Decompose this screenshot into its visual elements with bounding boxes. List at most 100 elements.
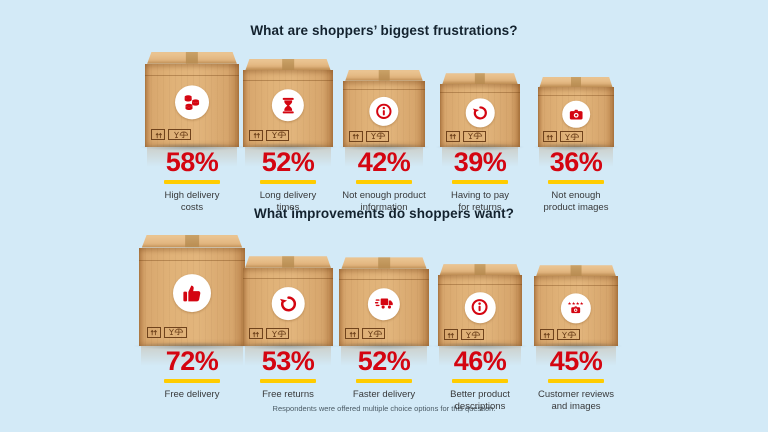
- tape-strip-icon: [474, 73, 486, 84]
- box-flap-crease: [343, 89, 425, 91]
- this-way-up-icon: [542, 131, 557, 143]
- percentage-value: 52%: [357, 345, 411, 376]
- box-area: [238, 46, 338, 169]
- box-reflection: [244, 345, 332, 368]
- box-shadow: [433, 341, 527, 350]
- cardboard-box: [140, 52, 244, 169]
- box-front: [339, 268, 429, 346]
- svg-text:★★★★: ★★★★: [568, 301, 584, 307]
- box-flap-crease: [534, 285, 618, 287]
- fragile-keep-dry-icon: [266, 129, 290, 141]
- box-reflection: [141, 345, 243, 368]
- stat-icon: [175, 84, 209, 119]
- fragile-keep-dry-icon: [460, 329, 484, 340]
- percentage-value: 72%: [165, 345, 219, 376]
- stat-icon: ★★★★: [560, 292, 592, 324]
- cardboard-box: [339, 69, 429, 169]
- improvements-box-row: 72% Free delivery: [0, 229, 768, 414]
- box-reflection: [244, 146, 332, 169]
- stat-icon: [271, 287, 305, 320]
- cardboard-box: [238, 256, 338, 368]
- box-reflection: [441, 146, 519, 169]
- yellow-underline: [260, 378, 316, 383]
- stat-column: 52% Faster delivery: [334, 229, 434, 414]
- stat-column: 58% High delivery costs: [140, 46, 244, 215]
- stat-icon: [367, 287, 401, 321]
- shipping-symbols: [151, 129, 192, 141]
- improvements-title: What improvements do shoppers want?: [253, 206, 515, 221]
- cardboard-box: [433, 264, 527, 368]
- yellow-underline: [164, 378, 220, 383]
- box-flap-crease: [139, 260, 245, 262]
- box-flap-crease: [537, 94, 615, 96]
- box-shadow: [339, 142, 429, 151]
- box-reflection: [539, 146, 613, 169]
- this-way-up-icon: [345, 328, 360, 340]
- box-area: [433, 229, 527, 368]
- stat-icon: [465, 98, 495, 128]
- stat-column: 46% Better product descriptions: [432, 229, 528, 414]
- box-area: [533, 46, 619, 169]
- stat-column: 39% Having to pay for returns: [432, 46, 528, 215]
- box-front: [242, 267, 334, 346]
- box-lid: [442, 73, 518, 84]
- this-way-up-icon: [348, 130, 363, 142]
- percentage-value: 52%: [261, 146, 315, 177]
- box-area: [140, 46, 244, 169]
- stat-column: 36% Not enough product images: [528, 46, 624, 215]
- stat-label: Customer reviews and images: [537, 388, 615, 413]
- shipping-symbols: [345, 328, 386, 340]
- box-front: [343, 80, 425, 147]
- box-flap-crease: [437, 284, 523, 286]
- cardboard-box: [533, 76, 619, 169]
- stat-column: 53% Free returns: [238, 229, 338, 414]
- yellow-underline: [356, 378, 412, 383]
- box-lid: [245, 256, 331, 268]
- box-shadow: [238, 341, 338, 350]
- stat-label: Faster delivery: [352, 388, 416, 400]
- box-lid: [141, 235, 243, 248]
- fragile-keep-dry-icon: [266, 328, 290, 340]
- frustrations-box-row: 58% High delivery costs: [0, 46, 768, 215]
- stat-icon: [271, 89, 305, 122]
- box-shadow: [140, 142, 244, 151]
- this-way-up-icon: [151, 129, 166, 141]
- box-front: [144, 63, 240, 147]
- percentage-value: 36%: [549, 146, 603, 177]
- this-way-up-icon: [539, 329, 554, 341]
- stat-column: 52% Long delivery times: [238, 46, 338, 215]
- yellow-underline: [452, 378, 508, 383]
- tape-strip-icon: [378, 257, 390, 269]
- box-area: [334, 229, 434, 368]
- yellow-underline: [548, 378, 604, 383]
- stat-label: Long delivery times: [259, 189, 317, 214]
- stat-column: 72% Free delivery: [133, 229, 251, 414]
- box-lid: [341, 257, 427, 269]
- tape-strip-icon: [571, 76, 581, 88]
- stat-icon: [464, 292, 496, 323]
- box-front: [139, 247, 245, 346]
- tape-strip-icon: [474, 264, 486, 276]
- shipping-symbols: [249, 129, 290, 141]
- percentage-value: 53%: [261, 345, 315, 376]
- box-reflection: [340, 345, 428, 368]
- cardboard-box: [436, 73, 524, 169]
- frustrations-section: What are shoppers’ biggest frustrations?: [0, 24, 768, 215]
- percentage-value: 42%: [357, 146, 411, 177]
- shipping-symbols: [249, 328, 290, 340]
- footnote: Respondents were offered multiple choice…: [272, 404, 496, 413]
- tape-strip-icon: [378, 69, 390, 81]
- stat-icon: [369, 96, 399, 126]
- shipping-symbols: [539, 329, 580, 341]
- stat-label: High delivery costs: [164, 189, 220, 214]
- tape-strip-icon: [282, 58, 294, 71]
- tape-strip-icon: [570, 265, 582, 277]
- box-shadow: [133, 341, 251, 350]
- box-lid: [439, 264, 521, 276]
- box-area: [436, 46, 524, 169]
- box-flap-crease: [440, 92, 520, 94]
- box-lid: [147, 52, 237, 64]
- box-area: [339, 46, 429, 169]
- stat-column: 42% Not enough product information: [336, 46, 432, 215]
- box-lid: [539, 76, 613, 88]
